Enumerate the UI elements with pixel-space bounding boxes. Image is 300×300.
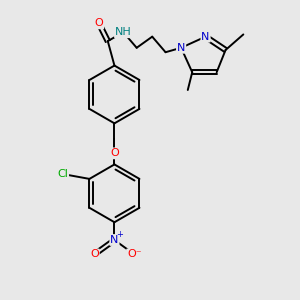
Text: +: + bbox=[117, 230, 123, 239]
Text: Cl: Cl bbox=[57, 169, 68, 179]
Text: N: N bbox=[110, 235, 118, 245]
Text: O⁻: O⁻ bbox=[127, 249, 142, 260]
Text: O: O bbox=[110, 148, 119, 158]
Text: O: O bbox=[90, 249, 99, 260]
Text: O: O bbox=[94, 18, 103, 28]
Text: NH: NH bbox=[115, 27, 132, 37]
Text: N: N bbox=[177, 43, 185, 53]
Text: N: N bbox=[201, 32, 210, 42]
